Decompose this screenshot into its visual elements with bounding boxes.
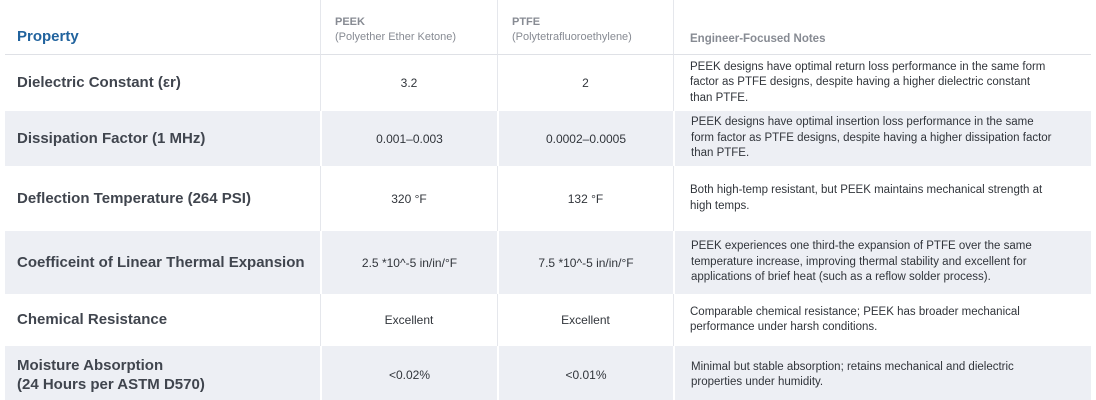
table-row: Moisture Absorption (24 Hours per ASTM D… [5, 346, 1091, 400]
ptfe-value-cell: <0.01% [497, 346, 673, 400]
property-cell: Deflection Temperature (264 PSI) [17, 189, 251, 207]
property-cell: Moisture Absorption (24 Hours per ASTM D… [17, 356, 205, 394]
column-header-ptfe-name: PTFE [512, 16, 541, 29]
notes-cell: PEEK designs have optimal insertion loss… [673, 111, 1091, 166]
table-row: Coefficeint of Linear Thermal Expansion … [5, 231, 1091, 294]
ptfe-value-cell: Excellent [497, 294, 673, 346]
peek-value-cell: Excellent [320, 294, 497, 346]
peek-value-cell: <0.02% [320, 346, 497, 400]
ptfe-value-cell: 2 [497, 55, 673, 111]
column-header-peek-name: PEEK [335, 16, 365, 29]
table-row: Chemical Resistance Excellent Excellent … [5, 294, 1091, 346]
comparison-table-container: Property PEEK (Polyether Ether Ketone) P… [5, 0, 1091, 400]
notes-cell: PEEK experiences one third-the expansion… [673, 231, 1091, 294]
table-row: Dielectric Constant (εr) 3.2 2 PEEK desi… [5, 55, 1091, 111]
ptfe-value-cell: 7.5 *10^-5 in/in/°F [497, 231, 673, 294]
property-cell: Chemical Resistance [17, 311, 168, 329]
property-cell: Dielectric Constant (εr) [17, 74, 181, 92]
header-row: Property PEEK (Polyether Ether Ketone) P… [5, 0, 1091, 55]
notes-cell: Minimal but stable absorption; retains m… [673, 346, 1091, 400]
ptfe-value-cell: 0.0002–0.0005 [497, 111, 673, 166]
peek-value-cell: 320 °F [320, 166, 497, 231]
material-comparison-table: Property PEEK (Polyether Ether Ketone) P… [5, 0, 1091, 400]
peek-value-cell: 2.5 *10^-5 in/in/°F [320, 231, 497, 294]
notes-cell: Comparable chemical resistance; PEEK has… [673, 294, 1091, 346]
table-body: Dielectric Constant (εr) 3.2 2 PEEK desi… [5, 55, 1091, 400]
column-header-property: Property [5, 0, 320, 55]
column-header-notes: Engineer-Focused Notes [673, 0, 1091, 55]
property-cell: Dissipation Factor (1 MHz) [17, 129, 206, 147]
notes-cell: PEEK designs have optimal return loss pe… [673, 55, 1091, 111]
notes-cell: Both high-temp resistant, but PEEK maint… [673, 166, 1091, 231]
table-row: Deflection Temperature (264 PSI) 320 °F … [5, 166, 1091, 231]
column-header-peek: PEEK (Polyether Ether Ketone) [320, 0, 497, 55]
column-header-ptfe: PTFE (Polytetrafluoroethylene) [497, 0, 673, 55]
peek-value-cell: 3.2 [320, 55, 497, 111]
column-header-peek-sublabel: (Polyether Ether Ketone) [335, 31, 457, 44]
table-row: Dissipation Factor (1 MHz) 0.001–0.003 0… [5, 111, 1091, 166]
ptfe-value-cell: 132 °F [497, 166, 673, 231]
column-header-ptfe-sublabel: (Polytetrafluoroethylene) [512, 31, 632, 44]
peek-value-cell: 0.001–0.003 [320, 111, 497, 166]
property-cell: Coefficeint of Linear Thermal Expansion [17, 253, 305, 271]
